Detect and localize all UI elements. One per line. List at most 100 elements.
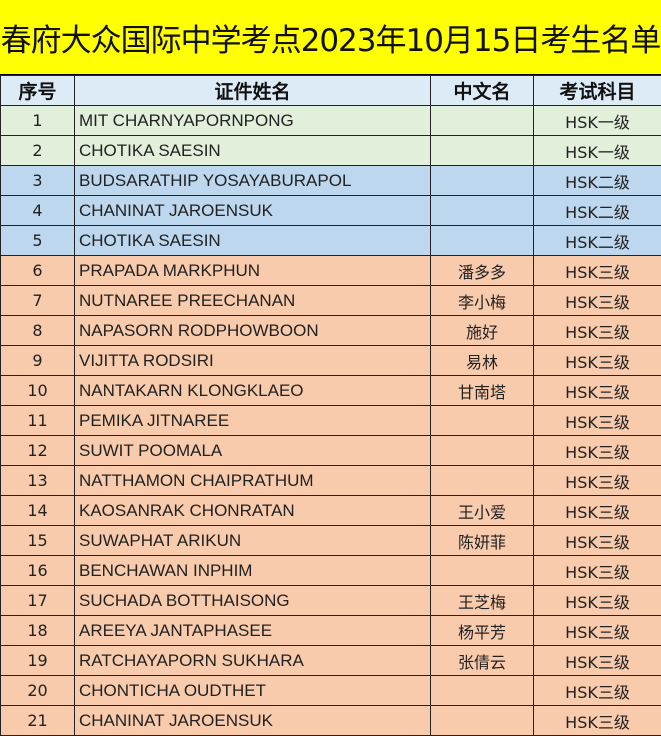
cell-subject[interactable]: HSK三级 [534, 376, 661, 406]
cell-id-name[interactable]: RATCHAYAPORN SUKHARA [75, 646, 431, 676]
cell-chinese-name[interactable] [431, 406, 534, 436]
cell-id-name[interactable]: NUTNAREE PREECHANAN [75, 286, 431, 316]
cell-id-name[interactable]: MIT CHARNYAPORNPONG [75, 106, 431, 136]
cell-chinese-name[interactable]: 李小梅 [431, 286, 534, 316]
cell-id-name[interactable]: KAOSANRAK CHONRATAN [75, 496, 431, 526]
cell-id-name[interactable]: BUDSARATHIP YOSAYABURAPOL [75, 166, 431, 196]
cell-id-name[interactable]: SUWIT POOMALA [75, 436, 431, 466]
cell-number[interactable]: 14 [1, 496, 75, 526]
cell-id-name[interactable]: NATTHAMON CHAIPRATHUM [75, 466, 431, 496]
cell-chinese-name[interactable] [431, 706, 534, 736]
cell-chinese-name[interactable]: 甘南塔 [431, 376, 534, 406]
cell-subject[interactable]: HSK三级 [534, 256, 661, 286]
cell-chinese-name[interactable] [431, 556, 534, 586]
cell-subject[interactable]: HSK三级 [534, 346, 661, 376]
cell-subject[interactable]: HSK三级 [534, 436, 661, 466]
cell-number[interactable]: 10 [1, 376, 75, 406]
cell-subject[interactable]: HSK三级 [534, 556, 661, 586]
cell-id-name[interactable]: PRAPADA MARKPHUN [75, 256, 431, 286]
cell-chinese-name[interactable] [431, 226, 534, 256]
cell-number[interactable]: 2 [1, 136, 75, 166]
cell-number[interactable]: 19 [1, 646, 75, 676]
cell-chinese-name[interactable] [431, 136, 534, 166]
cell-id-name[interactable]: CHANINAT JAROENSUK [75, 196, 431, 226]
cell-subject[interactable]: HSK三级 [534, 466, 661, 496]
cell-id-name[interactable]: NANTAKARN KLONGKLAEO [75, 376, 431, 406]
cell-chinese-name[interactable] [431, 466, 534, 496]
cell-chinese-name[interactable]: 施好 [431, 316, 534, 346]
cell-chinese-name[interactable]: 陈妍菲 [431, 526, 534, 556]
cell-subject[interactable]: HSK三级 [534, 646, 661, 676]
cell-subject[interactable]: HSK一级 [534, 106, 661, 136]
cell-chinese-name[interactable] [431, 676, 534, 706]
cell-subject[interactable]: HSK三级 [534, 526, 661, 556]
cell-id-name[interactable]: CHOTIKA SAESIN [75, 226, 431, 256]
cell-subject[interactable]: HSK二级 [534, 166, 661, 196]
cell-id-name[interactable]: PEMIKA JITNAREE [75, 406, 431, 436]
cell-number[interactable]: 11 [1, 406, 75, 436]
cell-subject[interactable]: HSK一级 [534, 136, 661, 166]
cell-number[interactable]: 18 [1, 616, 75, 646]
cell-number[interactable]: 6 [1, 256, 75, 286]
cell-chinese-name[interactable]: 杨平芳 [431, 616, 534, 646]
cell-subject[interactable]: HSK三级 [534, 616, 661, 646]
cell-id-name[interactable]: CHONTICHA OUDTHET [75, 676, 431, 706]
cell-id-name[interactable]: CHANINAT JAROENSUK [75, 706, 431, 736]
cell-id-name[interactable]: BENCHAWAN INPHIM [75, 556, 431, 586]
cell-number[interactable]: 12 [1, 436, 75, 466]
cell-number[interactable]: 7 [1, 286, 75, 316]
header-number[interactable]: 序号 [1, 76, 75, 106]
header-subject[interactable]: 考试科目 [534, 76, 661, 106]
header-chinese-name[interactable]: 中文名 [431, 76, 534, 106]
header-row: 序号 证件姓名 中文名 考试科目 [1, 76, 661, 106]
cell-subject[interactable]: HSK三级 [534, 496, 661, 526]
cell-chinese-name[interactable] [431, 196, 534, 226]
cell-subject[interactable]: HSK三级 [534, 316, 661, 346]
cell-number[interactable]: 1 [1, 106, 75, 136]
cell-chinese-name[interactable]: 王小爱 [431, 496, 534, 526]
cell-number[interactable]: 5 [1, 226, 75, 256]
cell-subject[interactable]: HSK三级 [534, 406, 661, 436]
cell-number[interactable]: 9 [1, 346, 75, 376]
cell-number[interactable]: 8 [1, 316, 75, 346]
cell-chinese-name[interactable]: 易林 [431, 346, 534, 376]
cell-number[interactable]: 20 [1, 676, 75, 706]
cell-number[interactable]: 3 [1, 166, 75, 196]
cell-subject[interactable]: HSK三级 [534, 586, 661, 616]
cell-id-name[interactable]: AREEYA JANTAPHASEE [75, 616, 431, 646]
cell-number[interactable]: 16 [1, 556, 75, 586]
cell-chinese-name[interactable]: 王芝梅 [431, 586, 534, 616]
cell-chinese-name[interactable]: 潘多多 [431, 256, 534, 286]
cell-id-name[interactable]: CHOTIKA SAESIN [75, 136, 431, 166]
header-id-name[interactable]: 证件姓名 [75, 76, 431, 106]
cell-id-name[interactable]: SUWAPHAT ARIKUN [75, 526, 431, 556]
cell-subject[interactable]: HSK三级 [534, 286, 661, 316]
cell-subject[interactable]: HSK二级 [534, 226, 661, 256]
cell-chinese-name[interactable] [431, 436, 534, 466]
cell-id-name[interactable]: NAPASORN RODPHOWBOON [75, 316, 431, 346]
cell-number[interactable]: 17 [1, 586, 75, 616]
cell-subject[interactable]: HSK三级 [534, 676, 661, 706]
cell-subject[interactable]: HSK三级 [534, 706, 661, 736]
cell-chinese-name[interactable] [431, 166, 534, 196]
cell-number[interactable]: 21 [1, 706, 75, 736]
cell-id-name[interactable]: SUCHADA BOTTHAISONG [75, 586, 431, 616]
cell-number[interactable]: 13 [1, 466, 75, 496]
cell-number[interactable]: 4 [1, 196, 75, 226]
cell-subject[interactable]: HSK二级 [534, 196, 661, 226]
cell-chinese-name[interactable]: 张倩云 [431, 646, 534, 676]
cell-number[interactable]: 15 [1, 526, 75, 556]
cell-id-name[interactable]: VIJITTA RODSIRI [75, 346, 431, 376]
cell-chinese-name[interactable] [431, 106, 534, 136]
